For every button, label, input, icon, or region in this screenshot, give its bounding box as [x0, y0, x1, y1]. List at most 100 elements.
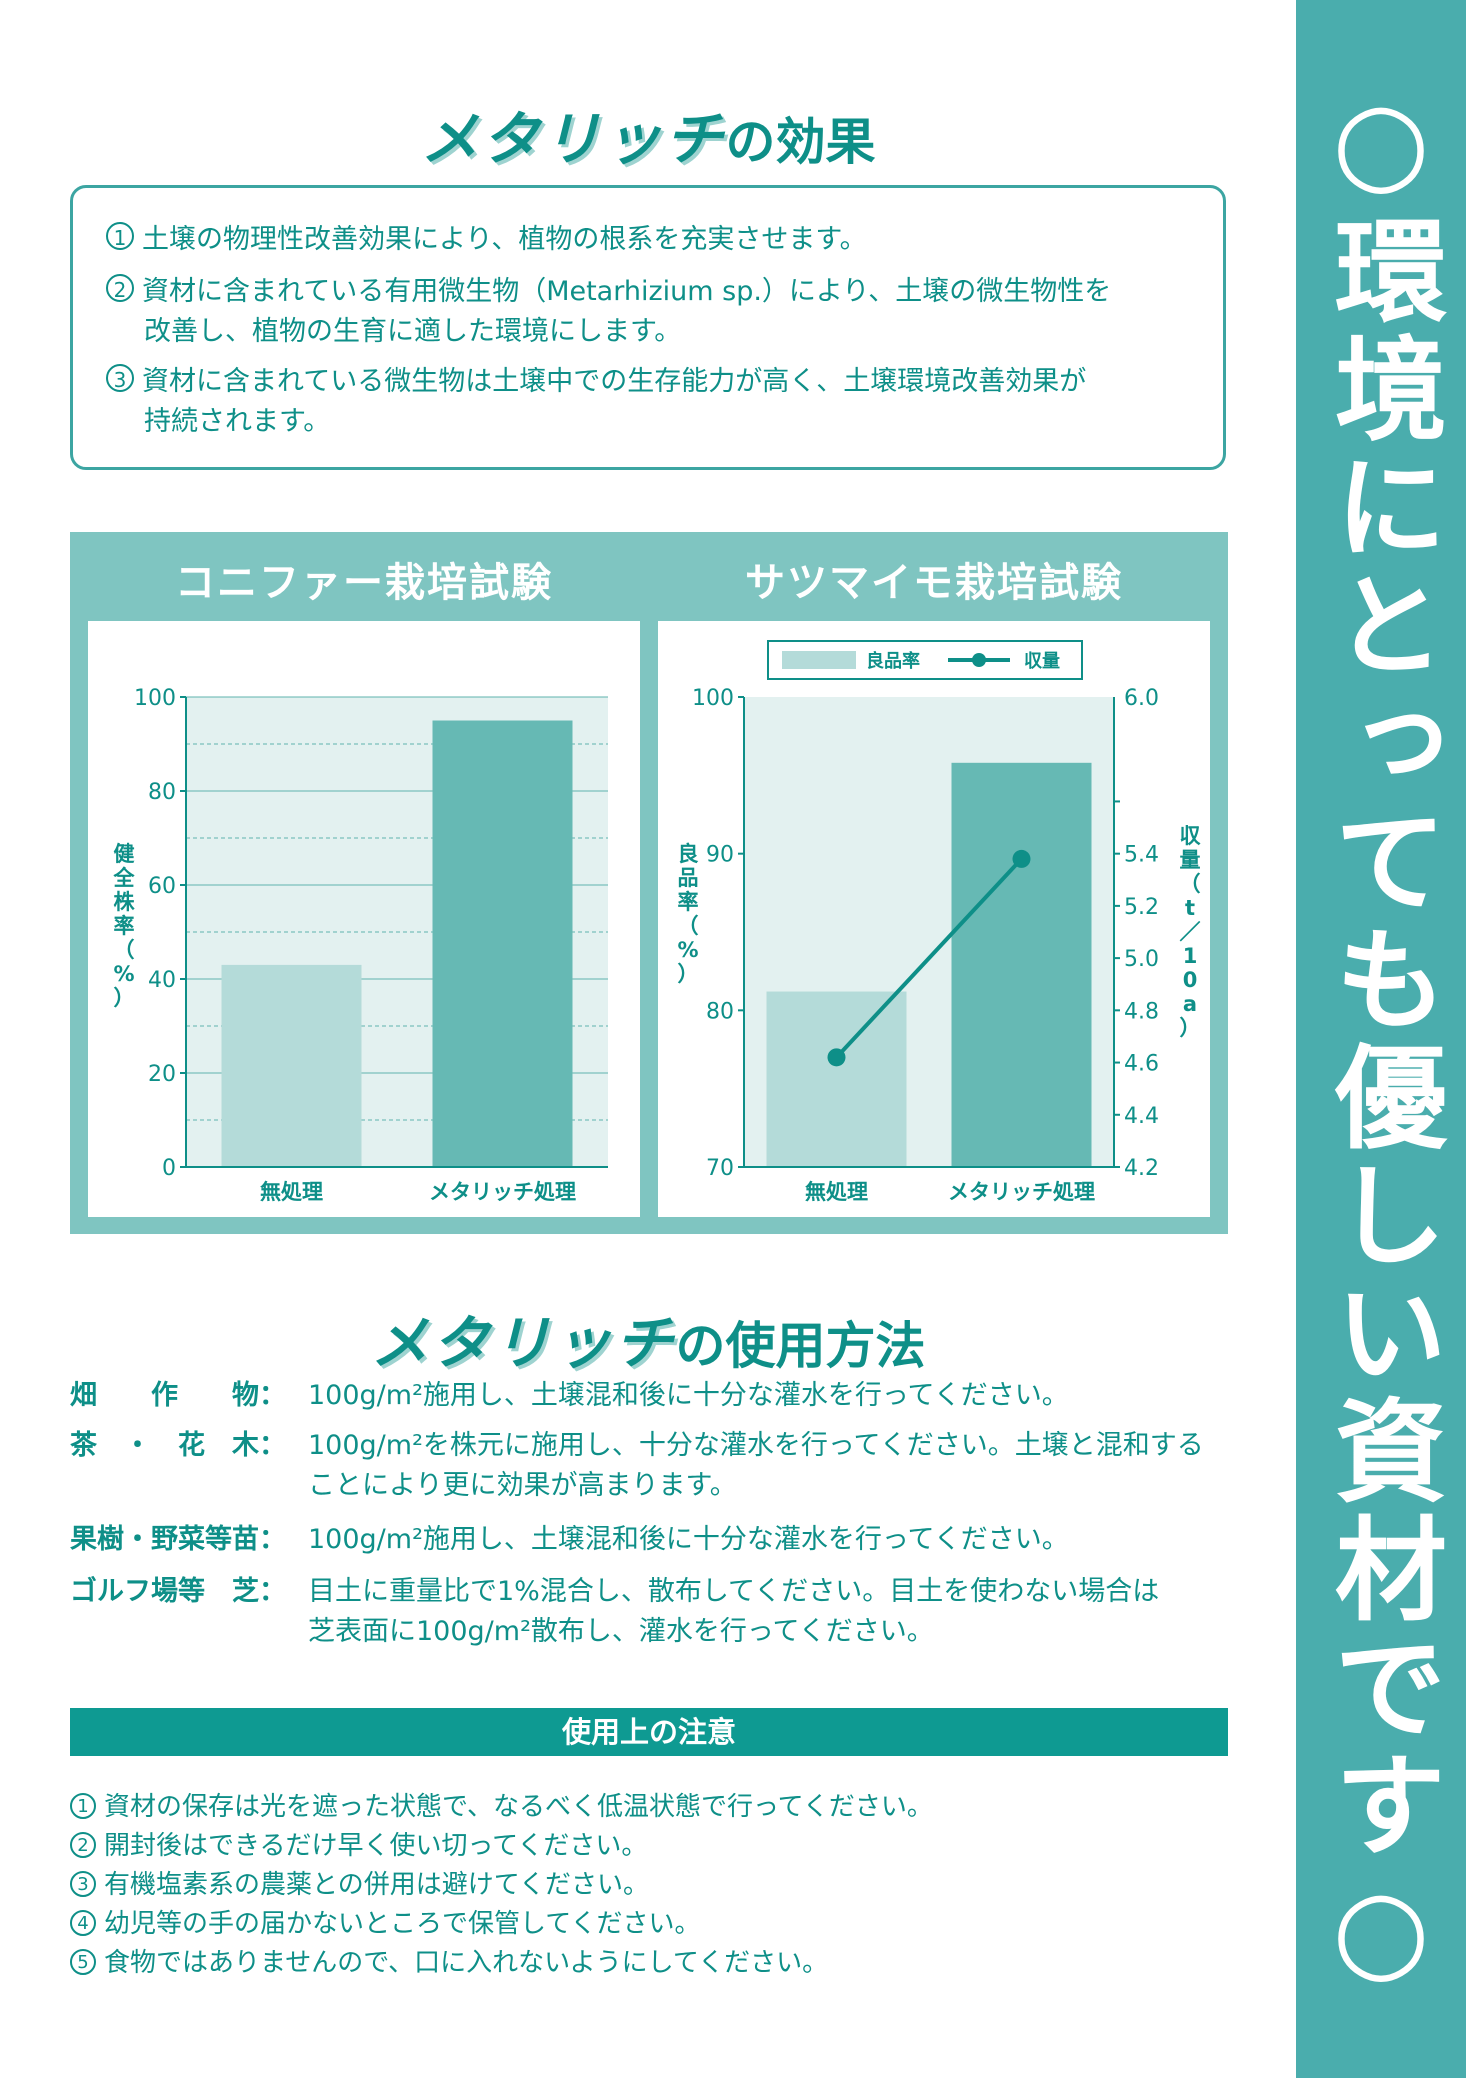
usage-heading: メタリッチの使用方法 [0, 1296, 1296, 1380]
legend-swatch-bar [782, 651, 856, 669]
y-axis-label-char: 率 [678, 890, 699, 914]
circled-number: 1 [106, 222, 134, 250]
y2-axis-label-char: 0 [1183, 968, 1198, 992]
bar-untreated [221, 964, 362, 1167]
circled-number: 3 [106, 364, 134, 392]
yield-point [827, 1048, 846, 1067]
circled-number: 2 [70, 1832, 96, 1858]
brand-name: メタリッチ [370, 1309, 676, 1377]
yield-line [835, 857, 1023, 1059]
usage-label: 畑 作 物： [70, 1380, 286, 1411]
legend-label: 良品率 [866, 650, 920, 672]
brand-name: メタリッチ [420, 105, 726, 173]
legend-swatch-marker [972, 653, 986, 667]
caution-text: 資材の保存は光を遮った状態で、なるべく低温状態で行ってください。 [104, 1792, 933, 1822]
side-banner-background [1296, 0, 1466, 2078]
y-axis-label-char: 率 [114, 914, 135, 938]
chart-conifer: 無処理 メタリッチ処理 0 20 40 60 80 100 健全株率（%） [88, 621, 640, 1217]
y-axis-label-char: ） [114, 986, 135, 1010]
usage-row: 茶 ・ 花 木： 100g/m²を株元に施用し、十分な灌水を行ってください。土壌… [0, 1426, 1296, 1506]
effect-item-3: 3 資材に含まれている微生物は土壌中での生存能力が高く、土壌環境改善効果が 持続さ… [106, 362, 1086, 442]
usage-text-cont: ことにより更に効果が高まります。 [308, 1470, 737, 1501]
effect-text: 資材に含まれている微生物は土壌中での生存能力が高く、土壌環境改善効果が [142, 366, 1087, 397]
side-banner: ○環境にとっても優しい資材です○ [1296, 0, 1466, 2078]
y2-tick-label: 4.4 [1124, 1104, 1159, 1129]
y2-axis-label-char: ／ [1180, 920, 1201, 944]
chart-title-conifer: コニファー栽培試験 [175, 560, 553, 606]
usage-text-cont: 芝表面に100g/m²散布し、灌水を行ってください。 [308, 1616, 934, 1647]
circled-number: 3 [70, 1871, 96, 1897]
effect-text-cont: 持続されます。 [144, 406, 331, 437]
bar-untreated [766, 991, 907, 1167]
x-tick-label: 無処理 [805, 1180, 868, 1204]
usage-heading-suffix: の使用方法 [675, 1317, 926, 1375]
caution-text: 食物ではありませんので、口に入れないようにしてください。 [104, 1948, 829, 1978]
y-axis-label-char: 品 [678, 866, 699, 890]
effects-heading-suffix: の効果 [725, 113, 876, 171]
circled-number: 2 [106, 274, 134, 302]
circled-number: 1 [70, 1793, 96, 1819]
y-tick-label: 40 [148, 968, 176, 993]
usage-row: 果樹・野菜等苗： 100g/m²施用し、土壌混和後に十分な灌水を行ってください。 [0, 1520, 1296, 1560]
effects-heading: メタリッチの効果 [0, 92, 1296, 176]
y-tick-label: 60 [148, 874, 176, 899]
x-tick-label: 無処理 [260, 1180, 323, 1204]
y-axis-label-char: ） [678, 962, 699, 986]
y2-axis-label-char: t [1185, 896, 1195, 920]
circled-number: 5 [70, 1949, 96, 1975]
usage-label: 茶 ・ 花 木： [70, 1430, 286, 1461]
caution-item: 3 有機塩素系の農薬との併用は避けてください。 [70, 1864, 649, 1901]
y-axis-label-char: 健 [114, 842, 135, 866]
y-tick-label: 90 [706, 843, 734, 868]
usage-text: 100g/m²を株元に施用し、十分な灌水を行ってください。土壌と混和する [308, 1430, 1204, 1461]
y-tick-label: 20 [148, 1062, 176, 1087]
y-tick-label: 100 [134, 686, 176, 711]
effects-box [70, 185, 1226, 470]
x-tick-label: メタリッチ処理 [429, 1180, 576, 1204]
caution-item: 1 資材の保存は光を遮った状態で、なるべく低温状態で行ってください。 [70, 1786, 933, 1823]
y2-axis-label: 収量（t／10a） [1180, 824, 1202, 1040]
y2-tick-label: 4.6 [1124, 1052, 1159, 1077]
usage-row: 畑 作 物： 100g/m²施用し、土壌混和後に十分な灌水を行ってください。 [0, 1376, 1296, 1416]
effect-text: 土壌の物理性改善効果により、植物の根系を充実させます。 [142, 224, 867, 255]
y2-tick-label: 6.0 [1124, 686, 1159, 711]
x-tick-label: メタリッチ処理 [948, 1180, 1095, 1204]
caution-item: 2 開封後はできるだけ早く使い切ってください。 [70, 1825, 647, 1862]
y2-tick-label: 4.8 [1124, 999, 1159, 1024]
usage-text: 100g/m²施用し、土壌混和後に十分な灌水を行ってください。 [308, 1524, 1069, 1555]
y-axis-label-char: % [677, 938, 698, 962]
y2-axis-label-char: a [1183, 992, 1197, 1016]
caution-title: 使用上の注意 [70, 1708, 1228, 1756]
bar-metarich [432, 720, 573, 1167]
y-axis-label-char: 良 [678, 842, 699, 866]
legend-label: 収量 [1024, 650, 1060, 672]
y-tick-label: 70 [706, 1156, 734, 1181]
y-axis-label-char: （ [678, 914, 699, 938]
bar-metarich [951, 762, 1092, 1167]
circled-number: 4 [70, 1910, 96, 1936]
y2-axis-label-char: 量 [1180, 848, 1201, 872]
y2-tick-label: 5.4 [1124, 843, 1159, 868]
caution-item: 5 食物ではありませんので、口に入れないようにしてください。 [70, 1942, 828, 1979]
y2-axis-label-char: ） [1180, 1016, 1201, 1040]
side-banner-text: ○環境にとっても優しい資材です○ [1316, 77, 1446, 2001]
chart-sweetpotato: 良品率 収量 無処理 メタリッチ処理 70 80 90 100 4.2 4.4 4.6 4.8 5.0 5… [658, 621, 1210, 1217]
y-axis-label: 良品率（%） [677, 842, 698, 986]
caution-text: 幼児等の手の届かないところで保管してください。 [104, 1909, 701, 1939]
effect-text: 資材に含まれている有用微生物（Metarhizium sp.）により、土壌の微生… [142, 276, 1112, 307]
usage-row: ゴルフ場等 芝： 目土に重量比で1%混合し、散布してください。目土を使わない場合… [0, 1572, 1296, 1652]
caution-item: 4 幼児等の手の届かないところで保管してください。 [70, 1903, 700, 1940]
usage-label: 果樹・野菜等苗： [70, 1524, 286, 1555]
usage-text: 目土に重量比で1%混合し、散布してください。目土を使わない場合は [308, 1576, 1160, 1607]
caution-text: 有機塩素系の農薬との併用は避けてください。 [104, 1870, 649, 1900]
y-axis-label-char: 全 [113, 866, 136, 890]
yield-point [1012, 849, 1031, 868]
y2-tick-label: 5.2 [1124, 895, 1159, 920]
effect-item-2: 2 資材に含まれている有用微生物（Metarhizium sp.）により、土壌の微… [106, 272, 1111, 352]
y-tick-label: 100 [692, 686, 734, 711]
y-tick-label: 0 [162, 1156, 176, 1181]
usage-text: 100g/m²施用し、土壌混和後に十分な灌水を行ってください。 [308, 1380, 1069, 1411]
